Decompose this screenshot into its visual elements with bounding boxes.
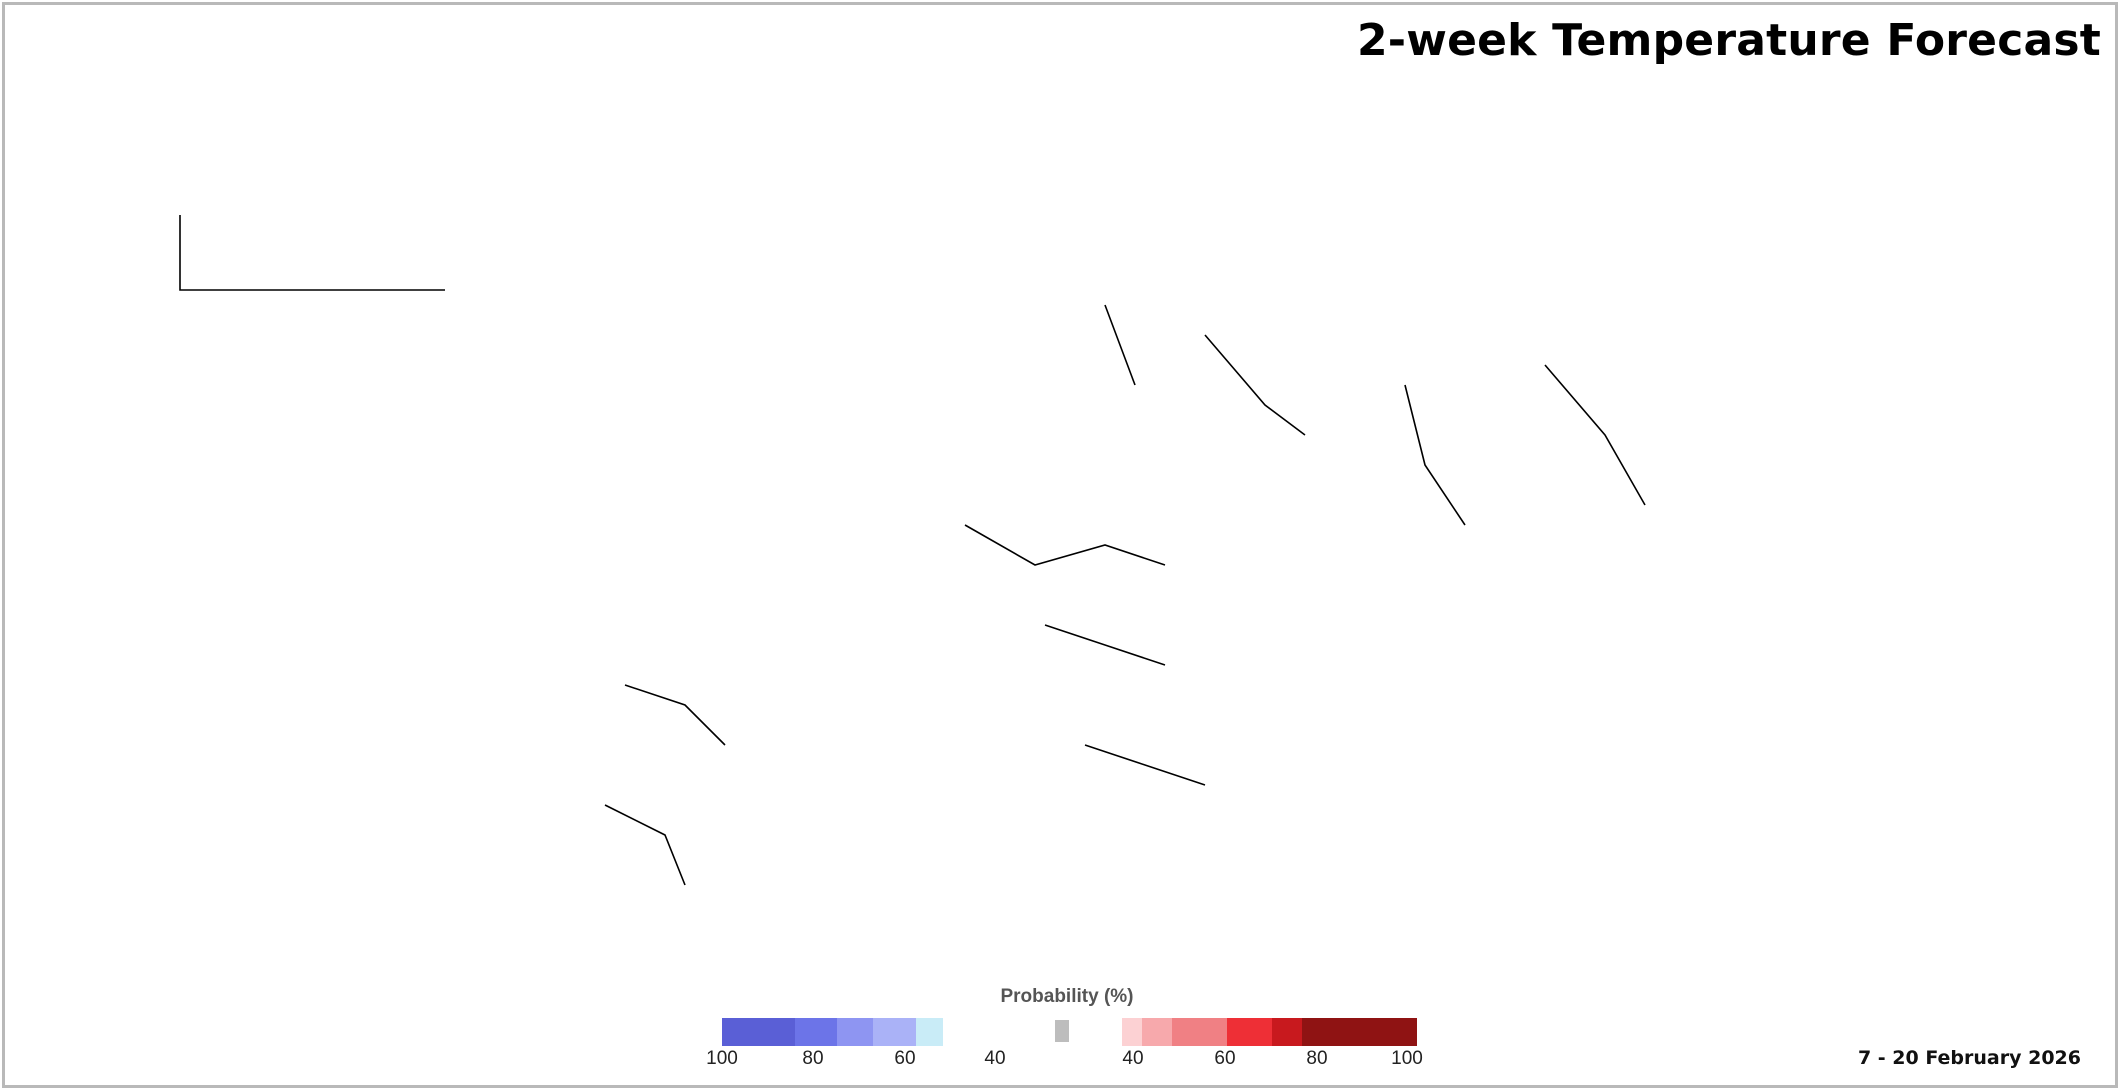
legend-tick-below-40: 40 [984,1048,1006,1069]
legend-tick-above-80: 80 [1306,1048,1328,1069]
legend-tick-below-100: 100 [706,1048,738,1069]
legend-tick-below-80: 80 [802,1048,824,1069]
legend-swatch-above-60 [1227,1018,1272,1046]
legend-swatch-below-100 [722,1018,795,1046]
probability-legend: Probability (%) 100 80 60 40 40 60 80 10… [706,980,1423,1075]
legend-swatch-above-40 [1122,1018,1142,1046]
legend-swatch-above-50 [1142,1018,1172,1046]
legend-swatch-above-55 [1172,1018,1227,1046]
legend-tick-above-100: 100 [1391,1048,1423,1069]
country-borders [179,215,1646,886]
legend-swatch-above-80 [1302,1018,1417,1046]
legend-swatch-below-40 [916,1018,943,1046]
legend-swatch-below-50 [873,1018,916,1046]
legend-title: Probability (%) [1000,986,1134,1007]
map-title: 2-week Temperature Forecast [1356,15,2101,66]
legend-tick-below-60: 60 [894,1048,916,1069]
legend-swatch-below-80 [795,1018,837,1046]
legend-tick-above-60: 60 [1214,1048,1236,1069]
forecast-date-range: 7 - 20 February 2026 [1857,1047,2081,1069]
world-map[interactable] [5,5,2115,1085]
legend-tick-above-40: 40 [1122,1048,1144,1069]
legend-swatch-below-60 [837,1018,873,1046]
legend-color-bar [722,1018,1417,1046]
legend-swatch-above-70 [1272,1018,1302,1046]
legend-swatch-normal [1055,1020,1069,1042]
